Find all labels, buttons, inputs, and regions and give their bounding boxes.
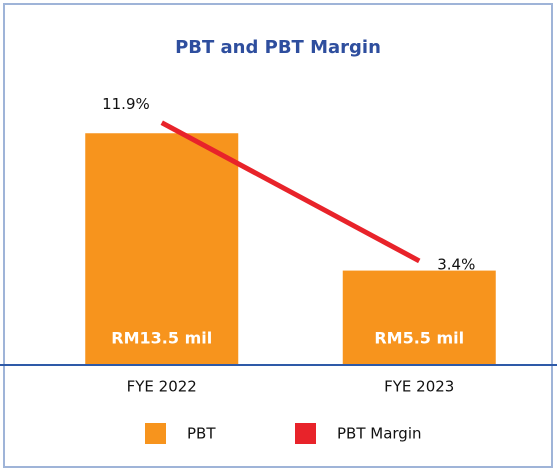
chart-title: PBT and PBT Margin xyxy=(175,37,381,58)
line xyxy=(160,120,421,264)
x-tick-label: FYE 2023 xyxy=(384,378,454,396)
data-label: RM13.5 mil xyxy=(111,329,212,348)
x-tick-label: FYE 2022 xyxy=(127,378,197,396)
data-label: 11.9% xyxy=(102,95,150,113)
bar xyxy=(85,133,239,365)
legend-swatch xyxy=(145,423,166,444)
bar xyxy=(342,270,496,365)
legend-label: PBT xyxy=(187,425,216,443)
legend-swatch xyxy=(295,423,316,444)
legend-label: PBT Margin xyxy=(337,425,422,443)
data-label: 3.4% xyxy=(437,255,475,273)
data-label: RM5.5 mil xyxy=(374,329,464,348)
